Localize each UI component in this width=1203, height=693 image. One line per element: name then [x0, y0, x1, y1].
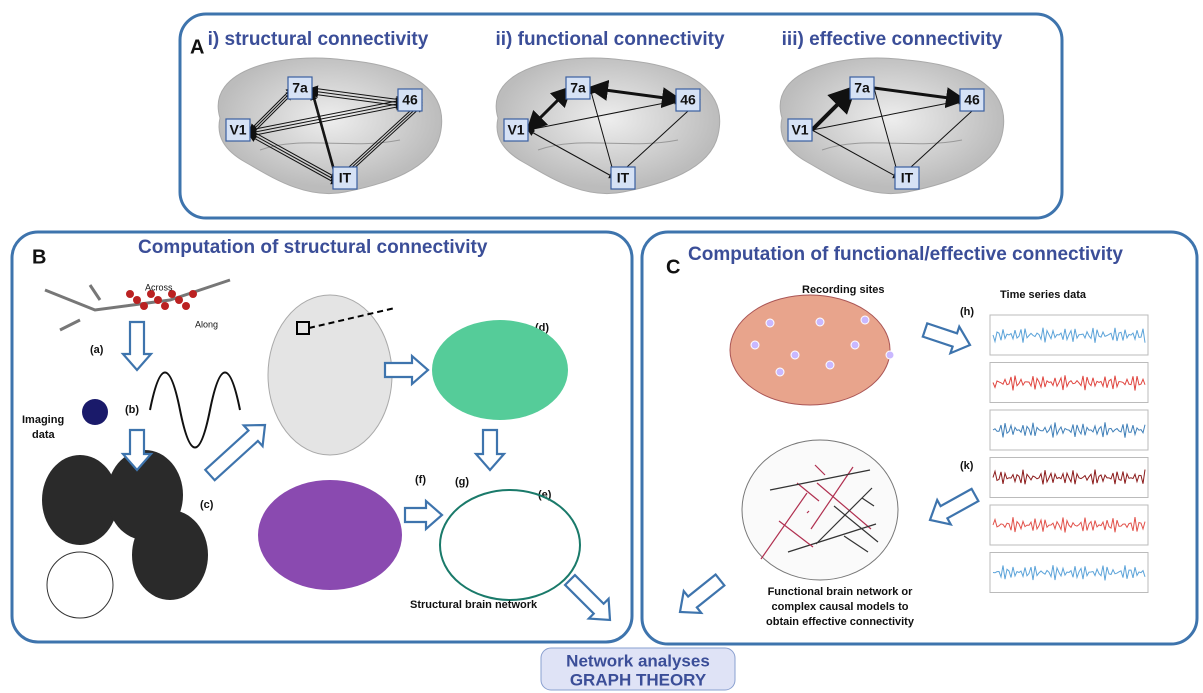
hollow-arrow [405, 501, 442, 529]
brain [496, 58, 720, 194]
axon-dot [140, 302, 148, 310]
axon-dot [189, 290, 197, 298]
hollow-arrow [930, 489, 978, 525]
hollow-arrow [205, 425, 265, 480]
axon-dot [182, 302, 190, 310]
node-label: 7a [292, 80, 308, 96]
diagram-title: iii) effective connectivity [782, 29, 1003, 50]
electrode [751, 341, 759, 349]
node-label: 7a [570, 80, 586, 96]
axon-dot [175, 296, 183, 304]
caption: Structural brain network [410, 599, 538, 611]
diagram-title: ii) functional connectivity [495, 29, 725, 50]
figure: A B C Computation of structural connecti… [0, 0, 1203, 693]
caption: complex causal models to [772, 601, 909, 613]
electrode [791, 351, 799, 359]
step-label: (b) [125, 404, 139, 416]
functional-network [742, 440, 898, 580]
hollow-arrow [565, 575, 610, 620]
electrode [766, 319, 774, 327]
node-label: V1 [791, 122, 808, 138]
footer-text: Network analyses [566, 651, 710, 670]
footer-text: GRAPH THEORY [570, 670, 707, 689]
node-label: V1 [229, 122, 246, 138]
hollow-arrow [123, 322, 151, 370]
parcellation [258, 480, 402, 590]
step-label: (k) [960, 460, 974, 472]
panel-label: A [190, 36, 204, 58]
axon-dot [161, 302, 169, 310]
spin [82, 399, 108, 425]
axon-dot [133, 296, 141, 304]
axon-dot [154, 296, 162, 304]
electrode [826, 361, 834, 369]
label: Along [195, 319, 218, 329]
label: Imaging [22, 414, 64, 426]
panel-label: C [666, 256, 680, 278]
hollow-arrow [923, 323, 970, 353]
panel-label: B [32, 246, 46, 268]
electrode [776, 368, 784, 376]
dti-axial [268, 295, 392, 455]
panel-title: Computation of structural connectivity [138, 237, 488, 258]
step-label: (g) [455, 476, 469, 488]
structural-network [440, 490, 580, 600]
brain [218, 58, 442, 194]
electrode [861, 316, 869, 324]
panel-title: Computation of functional/effective conn… [688, 244, 1123, 265]
wave [150, 373, 240, 448]
node-label: 7a [854, 80, 870, 96]
caption: obtain effective connectivity [766, 616, 915, 628]
step-label: (f) [415, 474, 426, 486]
content: i) structural connectivity 7a 46 V1 IT ii) fu… [22, 29, 1148, 628]
electrode [886, 351, 894, 359]
electrode [816, 318, 824, 326]
hollow-arrow [476, 430, 504, 470]
label: Across [145, 282, 173, 292]
label: data [32, 429, 56, 441]
diagram-title: i) structural connectivity [208, 29, 429, 50]
node-label: 46 [680, 92, 696, 108]
step-label: (a) [90, 344, 104, 356]
step-label: (c) [200, 499, 214, 511]
tractography [432, 320, 568, 420]
label: Time series data [1000, 289, 1087, 301]
caption: Functional brain network or [768, 586, 914, 598]
sphere [47, 552, 113, 618]
node-label: 46 [964, 92, 980, 108]
axon-dot [126, 290, 134, 298]
node-label: IT [901, 170, 914, 186]
node-label: 46 [402, 92, 418, 108]
electrode [851, 341, 859, 349]
mri-slice [42, 455, 118, 545]
node-label: IT [339, 170, 352, 186]
label: Recording sites [802, 284, 885, 296]
hollow-arrow [680, 575, 724, 613]
step-label: (h) [960, 306, 974, 318]
head [730, 295, 890, 405]
mri-slice [132, 510, 208, 600]
node-label: IT [617, 170, 630, 186]
node-label: V1 [507, 122, 524, 138]
